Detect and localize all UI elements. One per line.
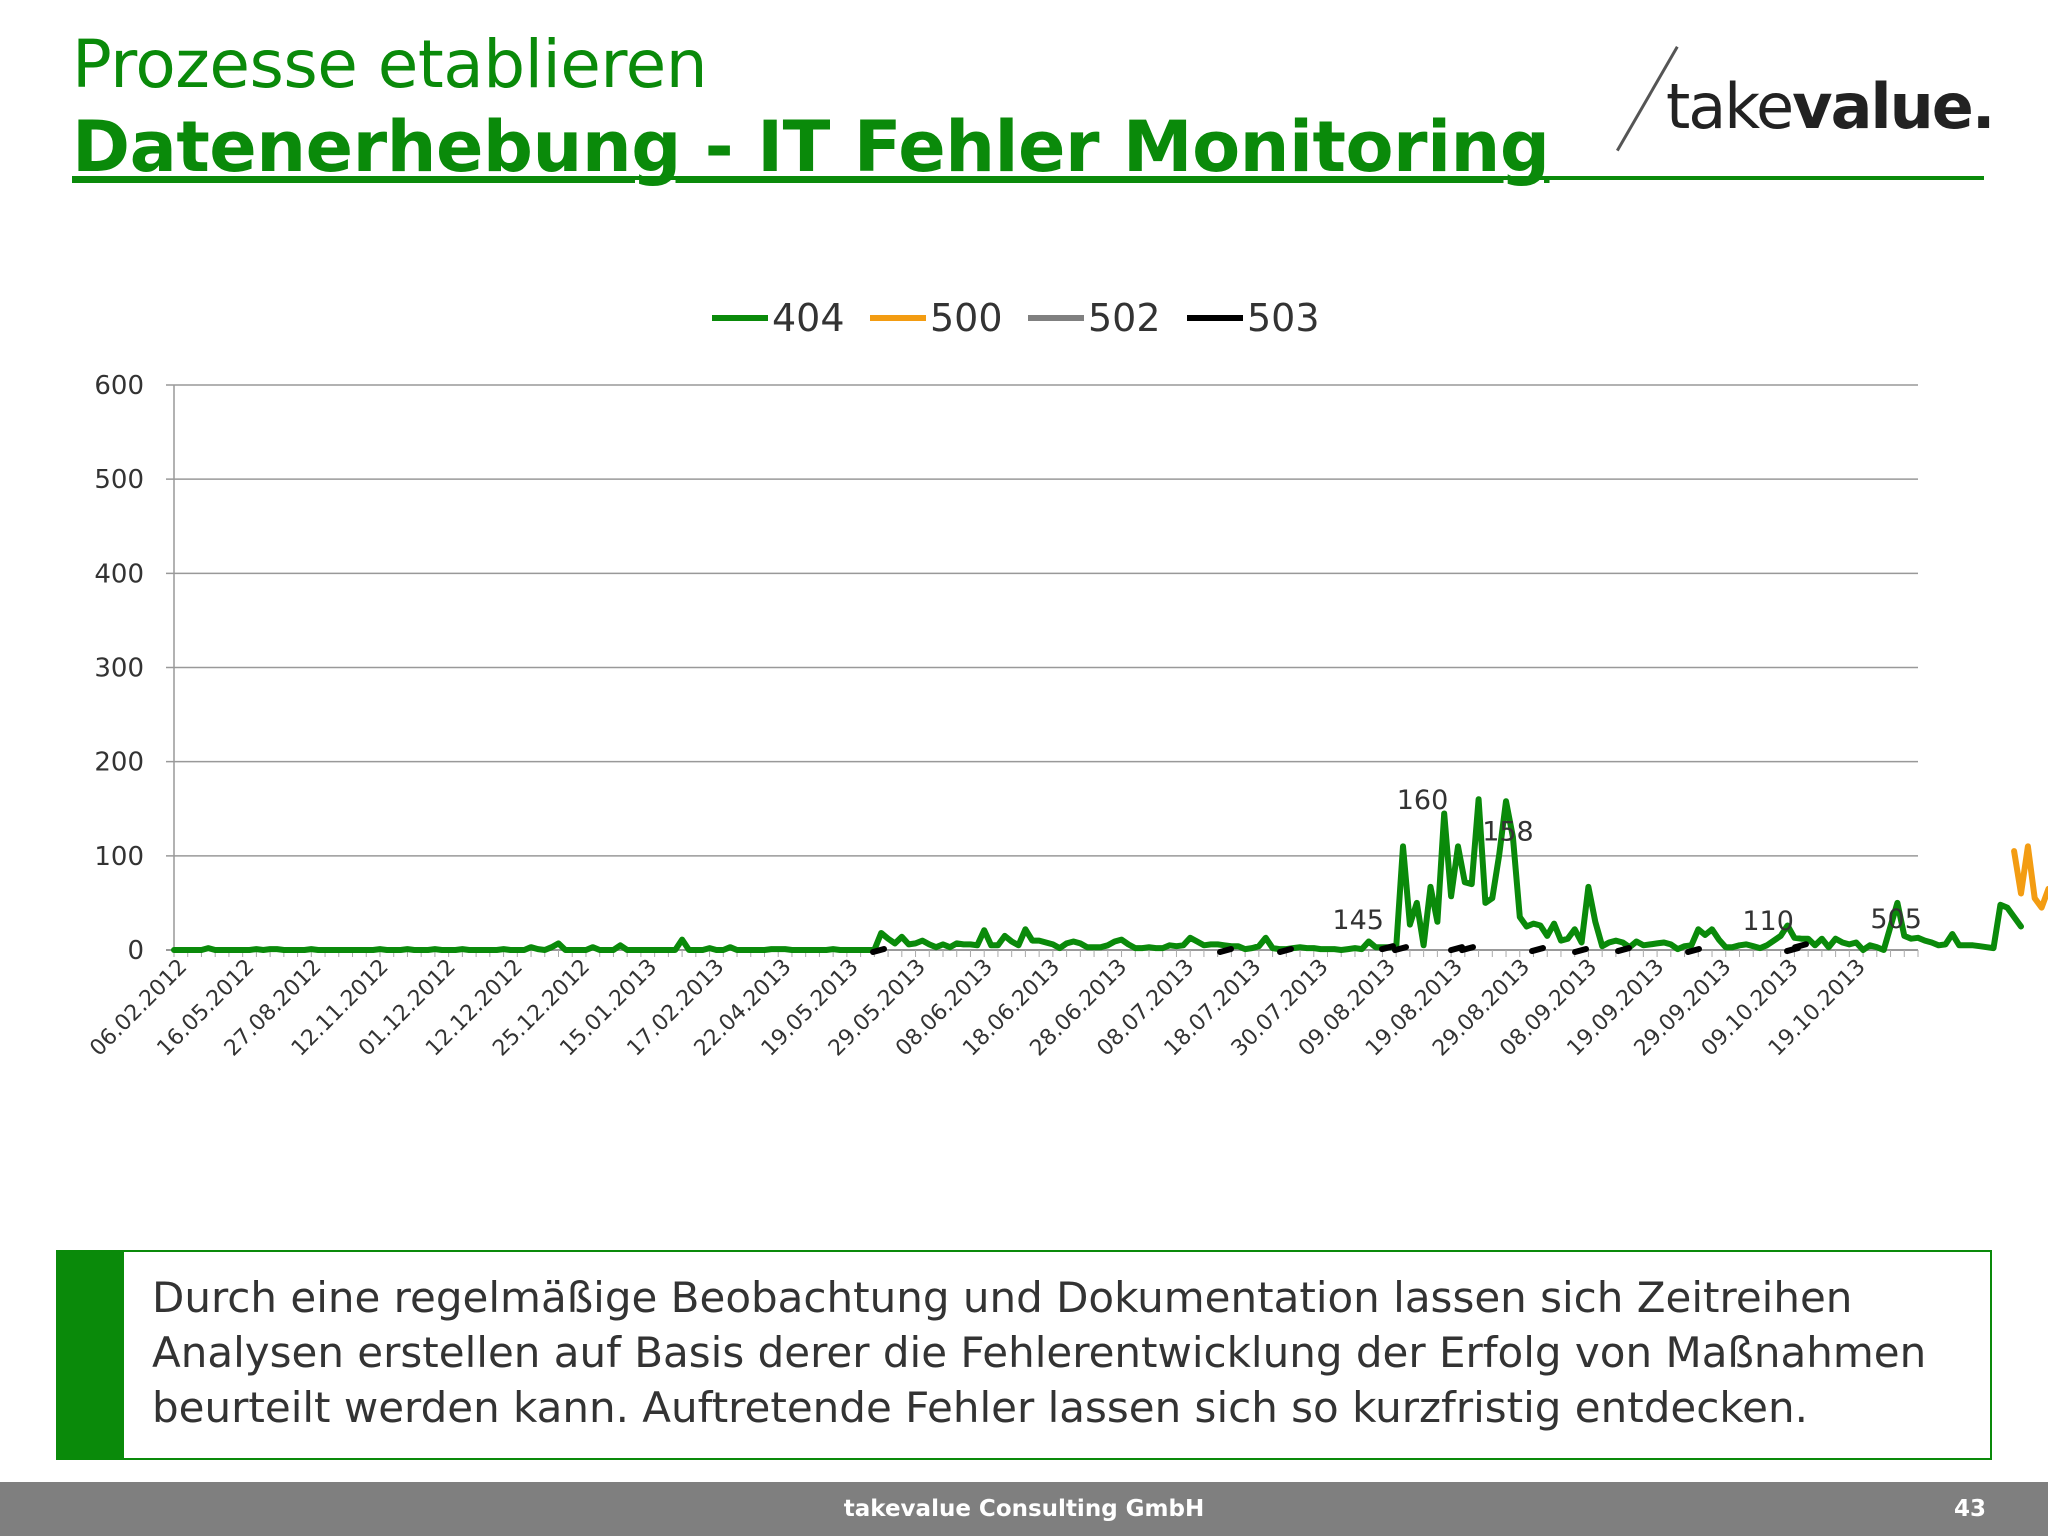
title-rule [72,176,1984,180]
legend-label-502: 502 [1088,296,1161,340]
page-title: Prozesse etablieren [72,26,708,103]
legend-label-404: 404 [772,296,845,340]
page-number: 43 [1953,1496,1986,1522]
y-tick-label: 400 [94,559,144,589]
series-fragment-503 [1615,945,1632,955]
logo: takevalue. [1666,70,1995,143]
series-fragment-503 [1572,946,1589,955]
logo-prefix: take [1666,70,1794,143]
series-fragment-503 [870,946,887,955]
callout-text: Durch eine regelmäßige Beobachtung und D… [152,1273,1927,1432]
series-fragment-503 [1448,944,1465,954]
data-label: 110 [1742,906,1794,937]
y-tick-label: 200 [94,748,144,778]
series-fragment-503 [1392,944,1409,954]
legend-label-500: 500 [930,296,1003,340]
data-label: 158 [1482,816,1534,847]
data-label: 160 [1397,785,1449,816]
y-tick-label: 0 [127,936,144,966]
series-fragment-503 [1685,946,1702,955]
error-chart: 010020030040050060006.02.201216.05.20122… [85,296,2048,1061]
footer-company: takevalue Consulting GmbH [843,1496,1205,1522]
series-fragment-503 [1529,945,1546,955]
callout-box: Durch eine regelmäßige Beobachtung und D… [56,1250,1992,1460]
series-fragment-503 [1459,944,1476,954]
footer: takevalue Consulting GmbH 43 [0,1482,2048,1536]
y-tick-label: 100 [94,842,144,872]
y-tick-label: 600 [94,371,144,401]
logo-suffix: value. [1792,70,1995,143]
y-tick-label: 300 [94,654,144,684]
series-fragment-503 [1379,943,1396,953]
data-label: 505 [1870,904,1922,935]
page-subtitle: Datenerhebung - IT Fehler Monitoring [72,106,1550,188]
y-tick-label: 500 [94,465,144,495]
series-fragment-503 [1792,941,1809,951]
series-fragment-503 [1277,946,1294,955]
series-line-404 [171,796,2024,953]
data-label: 145 [1332,905,1384,936]
series-line-500 [2011,843,2048,911]
callout-accent-bar [58,1252,124,1458]
legend-label-503: 503 [1247,296,1320,340]
series-fragment-503 [1217,946,1234,955]
